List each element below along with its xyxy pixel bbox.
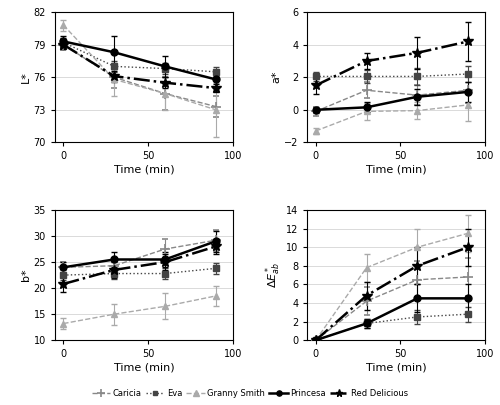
X-axis label: Time (min): Time (min) xyxy=(366,164,426,174)
X-axis label: Time (min): Time (min) xyxy=(114,164,174,174)
Y-axis label: b*: b* xyxy=(20,269,30,281)
X-axis label: Time (min): Time (min) xyxy=(366,362,426,372)
Y-axis label: L*: L* xyxy=(21,71,31,83)
Y-axis label: a*: a* xyxy=(271,71,281,83)
Y-axis label: $\Delta E^*_{ab}$: $\Delta E^*_{ab}$ xyxy=(264,262,283,288)
X-axis label: Time (min): Time (min) xyxy=(114,362,174,372)
Legend: Caricia, Eva, Granny Smith, Princesa, Red Delicious: Caricia, Eva, Granny Smith, Princesa, Re… xyxy=(89,385,411,401)
